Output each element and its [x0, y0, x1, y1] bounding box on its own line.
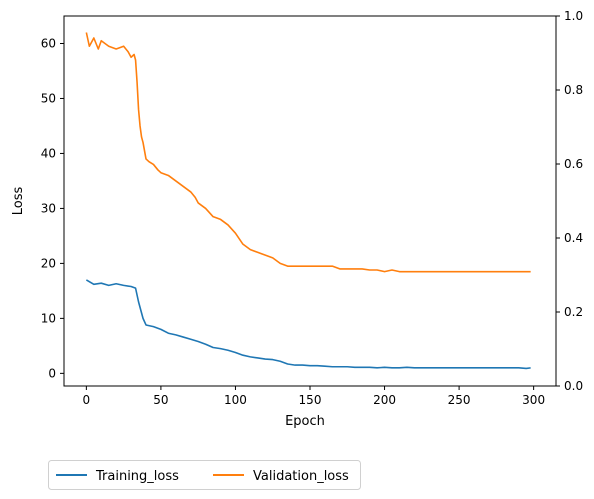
y-tick-label: 10	[41, 311, 56, 325]
x-tick-label: 100	[224, 393, 247, 407]
x-tick-label: 200	[373, 393, 396, 407]
y-axis-label: Loss	[11, 187, 26, 216]
legend-label-validation: Validation_loss	[253, 469, 349, 484]
y2-axis: 0.0 0.2 0.4 0.6 0.8 1.0	[556, 9, 583, 393]
y2-tick-label: 0.0	[564, 379, 583, 393]
x-axis-label: Epoch	[285, 414, 325, 429]
x-tick-label: 50	[153, 393, 168, 407]
y-tick-label: 40	[41, 146, 56, 160]
x-tick-label: 0	[83, 393, 91, 407]
y-tick-label: 0	[48, 366, 56, 380]
y2-tick-label: 0.8	[564, 83, 583, 97]
x-tick-label: 300	[522, 393, 545, 407]
x-axis: 0 50 100 150 200 250 300	[83, 386, 545, 407]
y-tick-label: 60	[41, 36, 56, 50]
y2-tick-label: 0.6	[564, 157, 583, 171]
series-line-validation-loss	[85, 32, 531, 273]
y-tick-label: 50	[41, 91, 56, 105]
legend-frame	[48, 460, 361, 490]
axes-frame	[63, 15, 557, 387]
legend-label-training: Training_loss	[95, 469, 179, 484]
legend: Training_loss Validation_loss	[48, 460, 361, 490]
plot-area	[85, 32, 531, 370]
y2-tick-label: 0.2	[564, 305, 583, 319]
y-tick-label: 20	[41, 256, 56, 270]
y-tick-label: 30	[41, 201, 56, 215]
y-axis: 0 10 20 30 40 50 60	[41, 36, 64, 380]
series-line-training-loss	[85, 279, 531, 370]
y2-tick-label: 1.0	[564, 9, 583, 23]
x-tick-label: 150	[299, 393, 322, 407]
x-tick-label: 250	[448, 393, 471, 407]
y2-tick-label: 0.4	[564, 231, 583, 245]
